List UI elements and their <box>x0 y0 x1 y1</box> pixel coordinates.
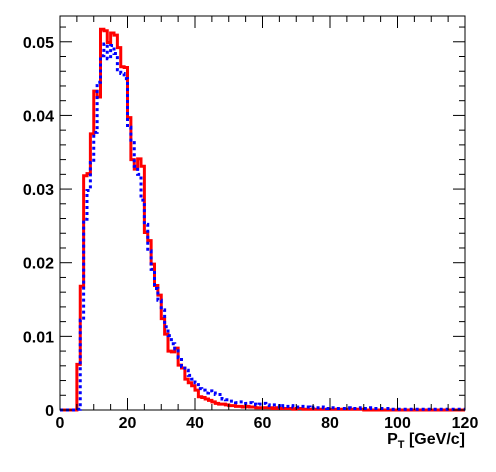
x-tick-label: 120 <box>452 415 479 432</box>
series-layer <box>60 27 465 412</box>
x-tick-label: 80 <box>321 415 339 432</box>
x-tick-label: 60 <box>254 415 272 432</box>
x-axis-title-unit: [GeV/c] <box>405 431 465 448</box>
y-tick-label: 0.02 <box>23 256 54 273</box>
series-line-0 <box>60 27 465 412</box>
tick-layer <box>59 16 466 411</box>
y-tick-label: 0.04 <box>23 108 54 125</box>
x-axis-title-main: P <box>387 431 398 448</box>
y-tick-label: 0.05 <box>23 35 54 52</box>
x-tick-label: 100 <box>384 415 411 432</box>
y-tick-label: 0.03 <box>23 182 54 199</box>
x-tick-label: 40 <box>186 415 204 432</box>
x-axis-title-subscript: T <box>398 439 405 451</box>
x-tick-label: 0 <box>56 415 65 432</box>
y-tick-label: 0 <box>45 403 54 420</box>
plot-frame <box>59 15 466 411</box>
y-tick-label: 0.01 <box>23 329 54 346</box>
x-axis-title: PT [GeV/c] <box>387 431 465 451</box>
series-line-1 <box>60 42 465 412</box>
y-tick-labels: 0 0.01 0.02 0.03 0.04 0.05 <box>23 35 54 420</box>
x-tick-label: 20 <box>119 415 137 432</box>
x-tick-labels: 0 20 40 60 80 100 120 <box>56 415 479 432</box>
